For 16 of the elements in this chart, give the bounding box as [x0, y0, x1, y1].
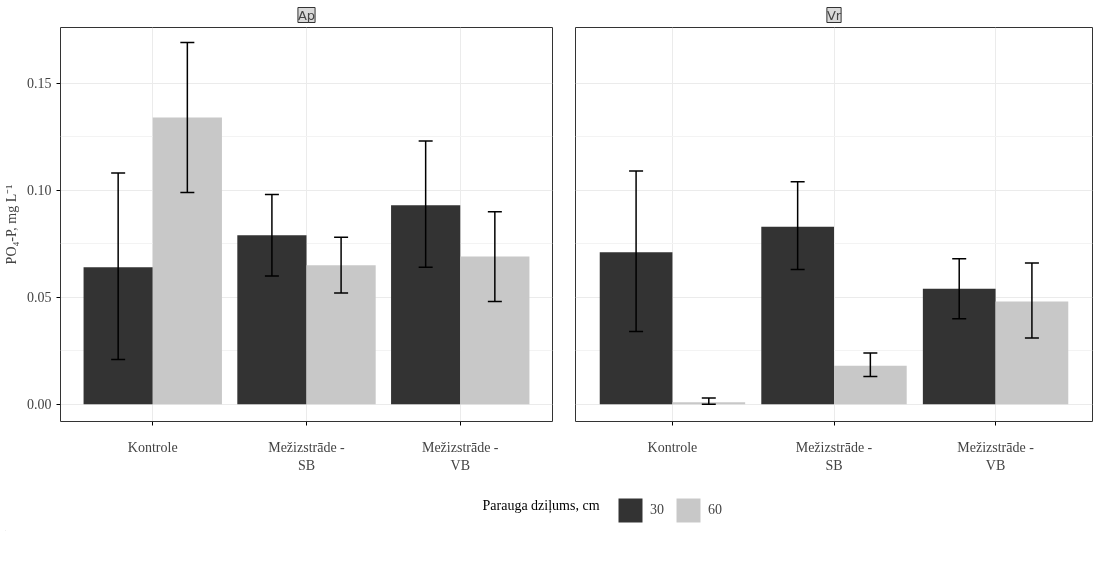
- chart-title: Ap: [297, 7, 316, 23]
- chart-title: Vr: [826, 7, 842, 23]
- legend-label: 30: [650, 502, 665, 518]
- x-tick-label: Mežizstrāde - SB: [795, 439, 873, 473]
- x-tick-label: Kontrole: [647, 439, 698, 455]
- legend-title: Parauga dziļums, cm: [482, 498, 600, 514]
- y-axis-title: PO₄-P, mg L⁻¹: [4, 184, 19, 265]
- x-tick-label: Mežizstrāde - VB: [421, 439, 499, 473]
- y-tick-label: 0.10: [27, 183, 52, 199]
- x-tick-label: Mežizstrāde - SB: [268, 439, 346, 473]
- y-tick-label: 0.05: [27, 290, 52, 306]
- x-tick-label: Mežizstrāde - VB: [957, 439, 1035, 473]
- y-tick-label: 0.00: [27, 397, 52, 413]
- x-tick-label: Kontrole: [127, 439, 178, 455]
- legend-label: 60: [708, 502, 723, 518]
- y-tick-label: 0.15: [27, 76, 52, 92]
